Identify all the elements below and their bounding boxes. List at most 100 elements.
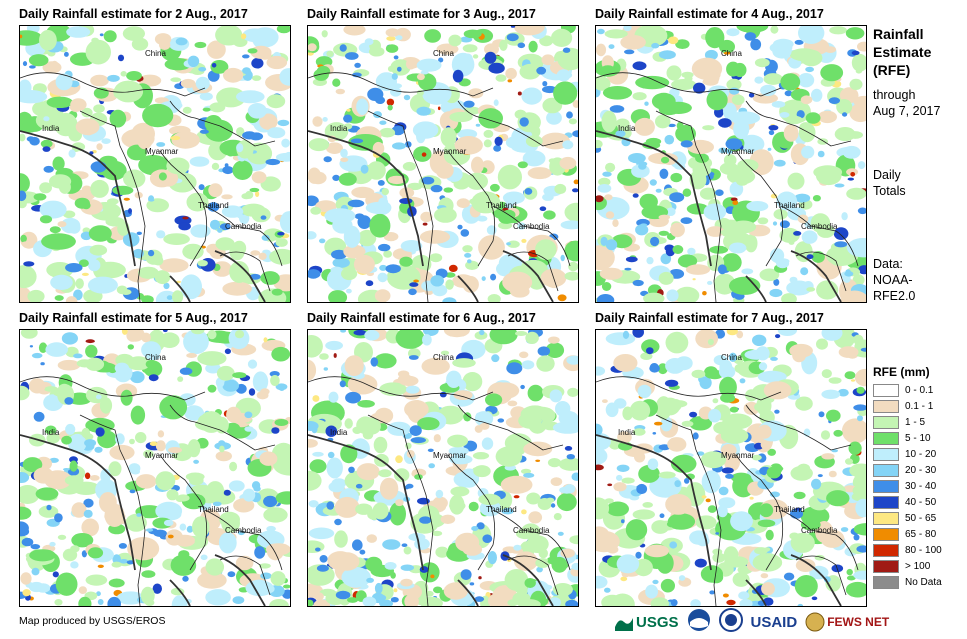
rain-cell <box>365 280 374 287</box>
rain-cell <box>773 159 786 167</box>
rain-cell <box>121 330 128 335</box>
country-label-china: China <box>721 353 742 362</box>
rain-cell <box>573 179 578 185</box>
rain-cell <box>148 249 155 257</box>
rain-cell <box>798 122 816 143</box>
rain-cell <box>779 112 790 118</box>
rain-cell <box>699 187 717 200</box>
rain-cell <box>632 61 647 71</box>
rain-cell <box>38 342 48 353</box>
rain-cell <box>432 284 448 297</box>
rain-cell <box>651 92 676 110</box>
rain-cell <box>20 472 30 483</box>
rain-cell <box>773 278 780 286</box>
legend-item: No Data <box>873 574 942 590</box>
rain-cell <box>148 374 159 382</box>
rain-cell <box>148 198 155 202</box>
rain-cell <box>190 224 211 238</box>
rain-cell <box>351 186 375 198</box>
rain-cell <box>472 452 490 460</box>
legend-swatch <box>873 495 899 509</box>
fewsnet-logo-icon: FEWS NET <box>805 612 889 632</box>
rain-cell <box>254 546 266 559</box>
rain-cell <box>99 397 113 414</box>
rain-cell <box>601 282 612 291</box>
country-label-cambodia: Cambodia <box>513 222 550 231</box>
rain-cell <box>527 167 552 180</box>
rain-cell <box>855 498 866 518</box>
map-canvas: China India Myanmar Thailand Cambodia <box>308 330 578 606</box>
rain-cell <box>219 511 241 528</box>
rain-cell <box>393 588 398 593</box>
rain-cell <box>20 90 48 104</box>
rain-cell <box>726 330 738 336</box>
rain-cell <box>314 592 324 601</box>
rain-cell <box>392 142 406 150</box>
rain-cell <box>545 497 555 503</box>
rain-cell <box>560 548 575 558</box>
rain-cell <box>506 33 519 42</box>
rain-cell <box>21 241 32 247</box>
rain-cell <box>760 573 769 579</box>
rain-cell <box>729 242 747 254</box>
rain-cell <box>29 549 56 562</box>
rain-cell <box>136 231 142 235</box>
rain-cell <box>456 198 470 209</box>
rain-cell <box>853 334 864 345</box>
rain-cell <box>168 447 182 454</box>
rain-cell <box>387 104 393 111</box>
rain-cell <box>126 330 145 342</box>
rain-cell <box>97 599 104 605</box>
rain-cell <box>163 233 190 246</box>
rain-cell <box>718 147 727 154</box>
rain-cell <box>259 563 271 569</box>
rain-cell <box>328 481 345 493</box>
rain-cell <box>420 70 429 75</box>
rain-cell <box>89 244 108 256</box>
rain-cell <box>41 233 76 250</box>
legend-swatch <box>873 431 899 445</box>
rain-cell <box>55 73 73 91</box>
rain-cell <box>322 117 328 122</box>
rain-cell <box>670 399 682 412</box>
rain-cell <box>186 353 198 358</box>
rain-cell <box>20 268 34 280</box>
rain-cell <box>397 66 402 72</box>
rain-cell <box>632 279 644 287</box>
rain-cell <box>397 370 410 378</box>
rain-cell <box>223 67 244 83</box>
rain-cell <box>726 599 736 606</box>
rain-cell <box>845 581 866 598</box>
rain-cell <box>718 486 729 496</box>
rain-cell <box>784 90 793 97</box>
rain-cell <box>218 440 226 445</box>
rain-cell <box>55 572 78 596</box>
rain-cell <box>271 346 290 362</box>
rain-cell <box>229 461 238 472</box>
rain-cell <box>846 568 853 576</box>
rain-cell <box>259 422 266 427</box>
rain-cell <box>205 558 225 576</box>
rain-cell <box>248 388 256 396</box>
rain-cell <box>736 176 749 186</box>
rain-cell <box>655 114 671 129</box>
rain-cell <box>770 26 779 34</box>
rain-cell <box>275 383 288 391</box>
rain-cell <box>259 113 278 130</box>
rain-cell <box>63 468 70 471</box>
rain-cell <box>270 571 286 586</box>
coastline <box>308 434 554 606</box>
rain-cell <box>159 40 171 50</box>
rain-cell <box>536 566 543 573</box>
map-canvas: China India Myanmar Thailand Cambodia <box>596 26 866 302</box>
rain-cell <box>729 87 740 95</box>
rain-cell <box>596 43 607 57</box>
rain-cell <box>739 378 746 384</box>
rain-cell <box>129 438 135 445</box>
rain-cell <box>276 26 290 34</box>
rain-cell <box>489 330 518 345</box>
rain-cell <box>754 58 770 68</box>
rain-cell <box>129 489 136 494</box>
rain-cell <box>568 261 578 272</box>
rain-cell <box>624 49 635 55</box>
